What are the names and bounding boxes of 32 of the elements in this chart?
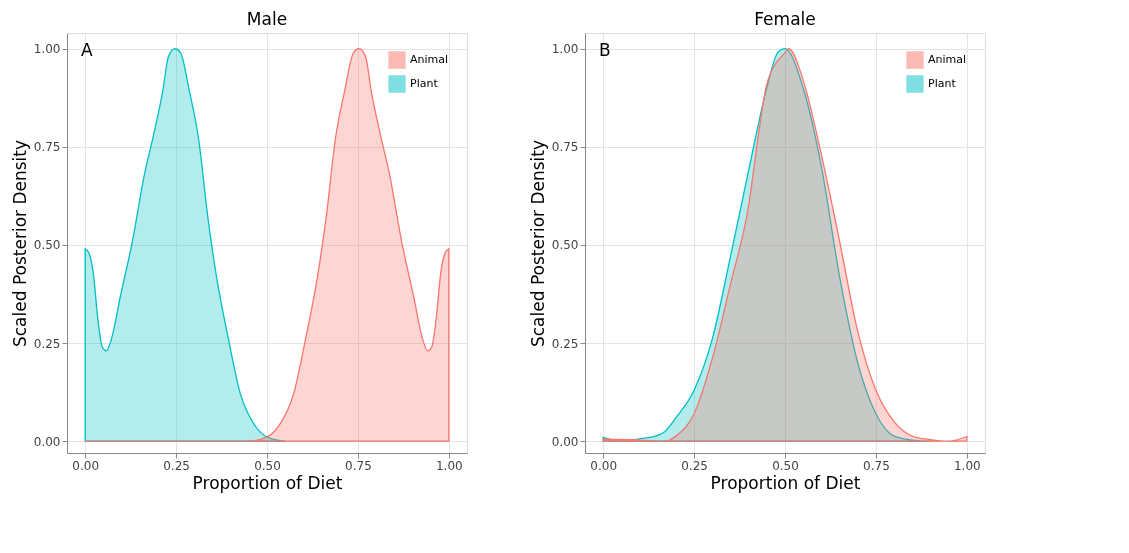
x-tick-label: 0.25 [163, 458, 190, 473]
legend-label: Animal [928, 53, 967, 66]
x-axis-title: Proportion of Diet [710, 472, 861, 493]
y-tick-label: 0.75 [551, 140, 579, 155]
x-tick-label: 1.00 [953, 458, 981, 473]
x-tick-label: 0.50 [772, 458, 799, 473]
legend-label: Plant [928, 77, 957, 90]
y-tick-label: 0.25 [551, 336, 579, 351]
y-axis-title: Scaled Posterior Density [9, 139, 30, 348]
y-tick-label: 0.00 [551, 434, 579, 449]
x-tick-label: 0.75 [345, 458, 372, 473]
x-tick-label: 0.25 [681, 458, 708, 473]
y-tick-label: 0.50 [33, 238, 61, 253]
x-axis-title: Proportion of Diet [192, 472, 343, 493]
y-tick-label: 0.50 [551, 238, 579, 253]
x-tick-label: 0.00 [72, 458, 100, 473]
chart-title: Female [754, 9, 816, 29]
legend-label: Animal [410, 53, 449, 66]
x-tick-label: 1.00 [435, 458, 463, 473]
x-tick-label: 0.50 [254, 458, 281, 473]
y-tick-label: 0.75 [33, 140, 61, 155]
y-tick-label: 1.00 [33, 42, 61, 57]
y-tick-label: 1.00 [551, 42, 579, 57]
chart-title: Male [246, 9, 288, 29]
y-axis-title: Scaled Posterior Density [527, 139, 548, 348]
y-tick-label: 0.00 [33, 434, 61, 449]
annotation: A [81, 40, 93, 60]
annotation: B [599, 40, 611, 60]
x-tick-label: 0.75 [863, 458, 890, 473]
x-tick-label: 0.00 [590, 458, 618, 473]
legend-label: Plant [410, 77, 439, 90]
y-tick-label: 0.25 [33, 336, 61, 351]
